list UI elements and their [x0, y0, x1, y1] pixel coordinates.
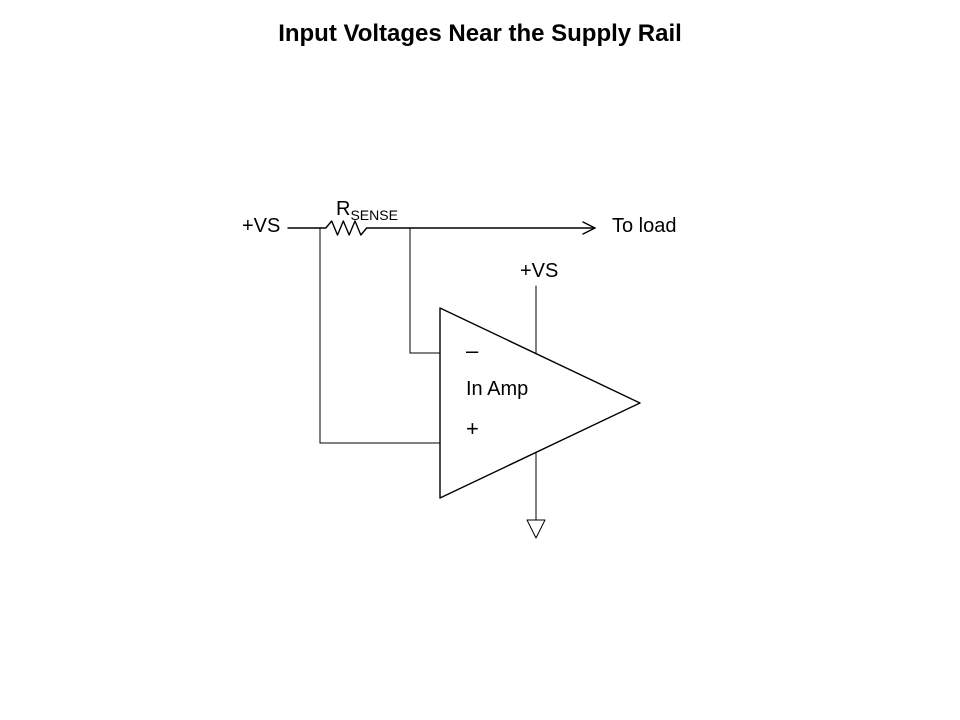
vs-left-label: +VS: [242, 215, 280, 238]
to-load-label: To load: [612, 215, 677, 238]
minus-terminal-label: –: [466, 338, 478, 364]
rsense-prefix: R: [336, 198, 350, 220]
vs-top-label: +VS: [520, 260, 558, 283]
schematic-canvas: +VS RSENSE To load +VS – In Amp +: [0, 48, 960, 708]
page-title: Input Voltages Near the Supply Rail: [0, 0, 960, 48]
plus-terminal-label: +: [466, 416, 479, 442]
in-amp-label: In Amp: [466, 378, 528, 401]
rsense-label: RSENSE: [336, 198, 398, 223]
rsense-sub: SENSE: [350, 207, 397, 223]
